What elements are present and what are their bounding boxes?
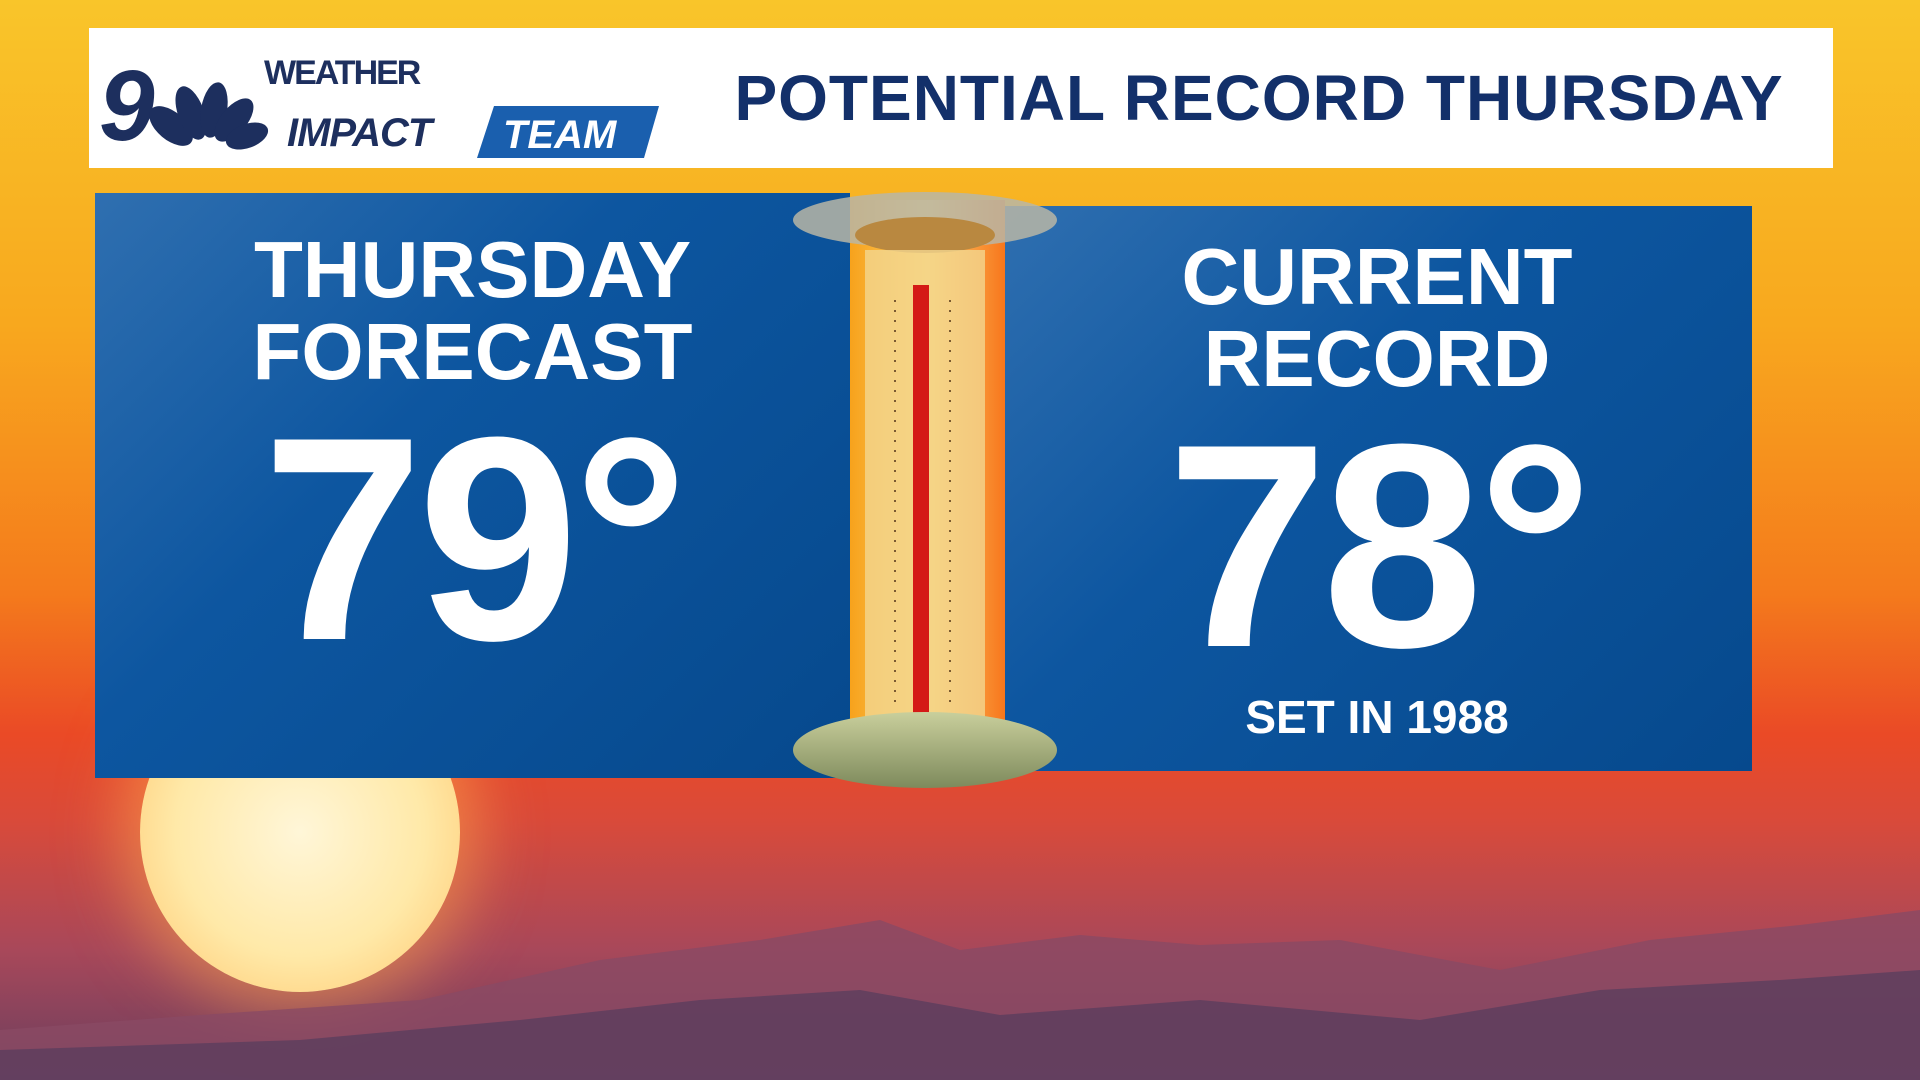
svg-text:9: 9 [99, 50, 155, 158]
thermometer-icon [793, 192, 1057, 788]
forecast-panel: THURSDAY FORECAST 79° [95, 193, 850, 778]
station-logo: 9 WEATHER IMPACT TEAM [99, 50, 659, 158]
svg-text:TEAM: TEAM [503, 113, 618, 157]
mountains [0, 910, 1920, 1080]
record-temperature: 78° [1166, 384, 1594, 708]
forecast-label-line2: FORECAST [252, 307, 693, 396]
record-label-line2: RECORD [1203, 314, 1551, 403]
record-panel: CURRENT RECORD 78° SET IN 1988 [1002, 206, 1752, 771]
forecast-temperature: 79° [262, 377, 689, 701]
svg-text:WEATHER: WEATHER [264, 54, 421, 92]
page-title: POTENTIAL RECORD THURSDAY [734, 62, 1784, 134]
svg-text:IMPACT: IMPACT [287, 111, 436, 155]
forecast-label-line1: THURSDAY [253, 225, 692, 314]
record-label-line1: CURRENT [1181, 232, 1573, 321]
record-set-year: SET IN 1988 [1245, 691, 1509, 743]
header-bar: 9 WEATHER IMPACT TEAM POTENTIAL RECORD T… [89, 28, 1833, 168]
